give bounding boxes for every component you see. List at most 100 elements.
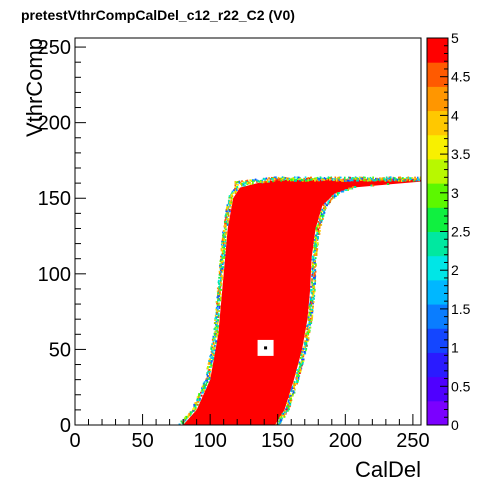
edge-cell (300, 178, 303, 181)
edge-cell (317, 220, 320, 223)
edge-cell (312, 305, 314, 308)
edge-cell (316, 176, 319, 179)
palette-tick-label: 0.5 (451, 378, 471, 394)
edge-cell (193, 403, 195, 406)
edge-cell (312, 302, 314, 305)
edge-cell (210, 350, 213, 353)
edge-cell (234, 190, 236, 193)
edge-cell (307, 338, 310, 341)
edge-cell (225, 220, 228, 223)
edge-cell (222, 234, 224, 237)
edge-cell (305, 341, 308, 344)
edge-cell (375, 179, 377, 182)
edge-cell (279, 415, 282, 418)
edge-cell (227, 220, 229, 223)
edge-cell (288, 394, 291, 397)
edge-cell (310, 304, 312, 306)
edge-cell (219, 299, 222, 302)
edge-cell (238, 181, 241, 184)
edge-cell (212, 338, 215, 341)
edge-cell (310, 301, 312, 303)
edge-cell (362, 177, 365, 180)
edge-cell (223, 225, 226, 228)
edge-cell (314, 254, 316, 256)
edge-cell (222, 261, 225, 264)
edge-cell (233, 189, 235, 191)
edge-cell (215, 332, 217, 335)
edge-cell (360, 179, 362, 181)
edge-cell (257, 180, 260, 183)
edge-cell (353, 179, 356, 181)
edge-cell (307, 316, 310, 318)
edge-cell (213, 328, 216, 331)
edge-cell (289, 403, 292, 406)
edge-cell (201, 390, 203, 393)
edge-cell (212, 353, 215, 356)
edge-cell (291, 387, 294, 390)
edge-cell (321, 208, 323, 211)
edge-cell (223, 239, 226, 241)
edge-cell (220, 276, 223, 279)
y-tick-label: 150 (38, 188, 71, 210)
edge-cell (287, 406, 290, 409)
palette-band (427, 400, 448, 426)
edge-cell (216, 320, 219, 323)
edge-cell (216, 335, 218, 338)
edge-cell (220, 261, 223, 264)
edge-cell (216, 290, 219, 293)
edge-cell (350, 177, 353, 180)
edge-cell (224, 234, 227, 237)
edge-cell (310, 291, 313, 294)
edge-cell (345, 189, 348, 191)
edge-cell (339, 179, 342, 181)
palette-tick-label: 0 (451, 417, 459, 433)
edge-cell (300, 356, 302, 359)
edge-cell (231, 190, 234, 193)
edge-cell (223, 254, 226, 256)
edge-cell (214, 322, 216, 325)
edge-cell (311, 282, 314, 285)
edge-cell (353, 177, 356, 180)
edge-cell (199, 394, 201, 397)
edge-cell (326, 178, 329, 181)
edge-cell (215, 329, 218, 332)
edge-cell (302, 358, 305, 361)
edge-cell (314, 275, 317, 278)
edge-cell (220, 282, 223, 285)
edge-cell (249, 179, 251, 182)
edge-cell (196, 397, 199, 400)
edge-cell (295, 373, 298, 376)
x-axis: 0 50 100 150 200 250 (69, 414, 430, 452)
edge-cell (315, 251, 318, 253)
edge-cell (325, 204, 328, 207)
palette-band (427, 183, 448, 208)
edge-cell (201, 387, 203, 390)
edge-cell (210, 361, 213, 364)
edge-cell (200, 391, 202, 394)
edge-cell (192, 409, 195, 412)
edge-cell (210, 366, 212, 368)
edge-cell (309, 296, 312, 299)
edge-cell (208, 369, 211, 371)
edge-cell (261, 181, 264, 184)
edge-cell (273, 179, 276, 182)
edge-cell (323, 208, 326, 211)
edge-cell (354, 186, 356, 188)
edge-cell (215, 308, 218, 311)
edge-cell (221, 270, 224, 273)
edge-cell (306, 177, 308, 180)
palette-band (427, 207, 448, 232)
edge-cell (292, 390, 295, 393)
edge-cell (315, 178, 318, 181)
edge-cell (305, 334, 307, 337)
edge-cell (316, 242, 319, 244)
edge-cell (197, 394, 200, 397)
edge-cell (299, 179, 301, 182)
edge-cell (211, 355, 214, 358)
edge-cell (295, 180, 297, 182)
edge-cell (310, 311, 313, 314)
edge-cell (228, 201, 231, 204)
edge-cell (225, 210, 227, 213)
edge-cell (219, 263, 221, 266)
edge-cell (296, 176, 299, 179)
